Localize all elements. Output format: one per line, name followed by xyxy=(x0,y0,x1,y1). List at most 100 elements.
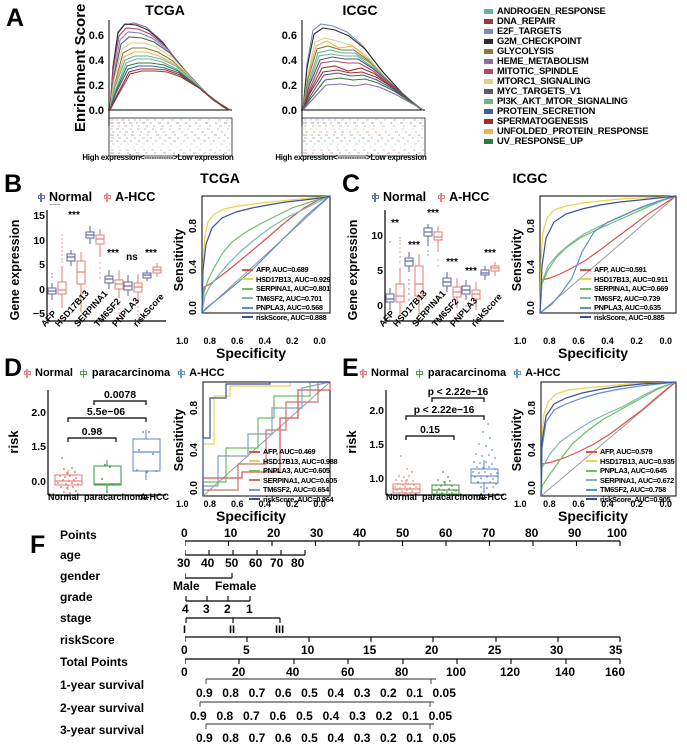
tick-label: 0.7 xyxy=(243,709,260,723)
legend-line-icon xyxy=(242,306,253,309)
svg-text:0.4: 0.4 xyxy=(89,55,105,67)
tick-label: 0.4 xyxy=(327,731,345,745)
legend-line-icon xyxy=(242,268,253,271)
legend-line-icon xyxy=(249,498,260,501)
svg-text:0.4: 0.4 xyxy=(282,55,298,67)
svg-text:2.0: 2.0 xyxy=(31,407,46,419)
legend-label: SERPINA1, AUC=0.605 xyxy=(263,475,337,485)
svg-text:0.0: 0.0 xyxy=(526,301,537,315)
legend-swatch-icon xyxy=(484,28,493,34)
nomo-riskscore-ruler xyxy=(185,636,621,642)
legend-swatch-icon xyxy=(484,48,493,54)
svg-text:***: *** xyxy=(107,248,119,259)
legend-item-para-e: paracarcinoma xyxy=(415,367,506,379)
svg-text:10: 10 xyxy=(371,230,383,242)
tick-label: 60 xyxy=(249,556,263,570)
roc-legend-item: HSD17B13, AUC=0.988 xyxy=(249,457,338,467)
legend-item-normal-e: Normal xyxy=(358,367,409,379)
box-marker-icon xyxy=(36,192,46,202)
nomo-axis-points: 0 10 20 30 40 50 60 70 80 90 100 xyxy=(181,526,627,548)
svg-text:0.2: 0.2 xyxy=(89,80,104,92)
box-marker-icon xyxy=(22,368,32,378)
legend-line-icon xyxy=(242,278,253,281)
svg-text:0.8: 0.8 xyxy=(189,401,200,415)
legend-label: AFP, AUC=0.591 xyxy=(594,265,647,274)
gsea-plot-tcga: 0.6 0.4 0.2 0.0 xyxy=(89,20,233,157)
tick-label: 1 xyxy=(246,602,253,616)
tick-label: 0.9 xyxy=(190,709,207,723)
tick-label: 2 xyxy=(224,602,231,616)
tick-label: II xyxy=(229,624,236,636)
gsea-legend: ANDROGEN_RESPONSE DNA_REPAIR E2F_TARGETS G2… xyxy=(484,6,684,146)
xtick-ahcc: A-HCC xyxy=(140,492,169,502)
legend-label: Normal xyxy=(35,367,73,379)
legend-label: HEME_METABOLISM xyxy=(497,55,589,66)
tick-label: 35 xyxy=(609,643,623,657)
svg-text:−5: −5 xyxy=(33,308,45,320)
roc-legend-item: HSD17B13, AUC=0.911 xyxy=(580,275,668,285)
xtick: 0.8 xyxy=(543,499,556,509)
xtick: 0.0 xyxy=(313,336,326,346)
gsea-plot-icgc: 0.6 0.4 0.2 0.0 xyxy=(282,20,426,157)
legend-label: G2M_CHECKPOINT xyxy=(497,35,582,46)
svg-text:0.8: 0.8 xyxy=(188,219,199,233)
svg-text:Sensitivity: Sensitivity xyxy=(172,229,186,292)
xtick: 0.4 xyxy=(258,499,271,509)
legend-item-ahcc-b: A-HCC xyxy=(102,190,155,204)
legend-label: Normal xyxy=(371,367,409,379)
legend-label: riskScore, AUC=0.905 xyxy=(600,494,671,504)
svg-text:0.6: 0.6 xyxy=(282,30,297,42)
box-marker-icon xyxy=(176,368,186,378)
gsea-legend-item: UV_RESPONSE_UP xyxy=(484,136,684,146)
tick-label: 0.7 xyxy=(248,731,266,745)
tick-label: 0.7 xyxy=(248,686,266,700)
panel-d-roc-xticks: 1.0 0.8 0.6 0.4 0.2 0.0 Specificity xyxy=(176,499,326,524)
svg-text:***: *** xyxy=(87,204,99,206)
legend-label: HSD17B13, AUC=0.935 xyxy=(600,456,675,466)
nomo-axis-age: 30 40 50 60 70 80 xyxy=(177,549,315,570)
gsea-xaxis-note-icgc: High expression<------------>Low express… xyxy=(275,153,427,162)
svg-text:Gene expression: Gene expression xyxy=(346,220,360,321)
legend-line-icon xyxy=(586,460,597,463)
legend-swatch-icon xyxy=(484,108,493,114)
tick-label: 0.4 xyxy=(327,686,345,700)
legend-swatch-icon xyxy=(484,8,493,14)
xtick: 0.4 xyxy=(601,499,614,509)
nomo-totalpoints-ruler xyxy=(185,658,621,664)
panel-letter-b: B xyxy=(4,170,23,198)
svg-text:***: *** xyxy=(145,248,157,259)
box-marker-icon xyxy=(436,192,446,202)
roc-legend-item: TM6SF2, AUC=0.701 xyxy=(242,294,330,304)
panel-e-roc-xticks: 1.0 0.8 0.6 0.4 0.2 0.0 Specificity xyxy=(514,499,672,524)
panel-b-roc-xlabel: Specificity xyxy=(215,345,287,361)
svg-text:Sensitivity: Sensitivity xyxy=(510,229,524,292)
nomo-2year-ruler xyxy=(199,701,434,707)
tick-label: 30 xyxy=(550,643,564,657)
tick-label: I xyxy=(183,624,187,636)
panel-e-roc-legend: AFP, AUC=0.579 HSD17B13, AUC=0.935 PNPLA3,… xyxy=(586,447,675,505)
legend-label: TM6SF2, AUC=0.701 xyxy=(256,293,322,303)
legend-label: HSD17B13, AUC=0.929 xyxy=(256,274,331,284)
svg-text:***: *** xyxy=(446,257,458,268)
svg-text:0.4: 0.4 xyxy=(189,443,200,457)
tick-label: III xyxy=(275,624,285,636)
tick-label: 0 xyxy=(181,665,188,679)
panel-e-box-legend: Normal paracarcinoma A-HCC xyxy=(358,367,561,379)
roc-legend-item: riskScore, AUC=0.905 xyxy=(586,495,674,505)
legend-label: TM6SF2, AUC=0.739 xyxy=(594,293,660,303)
svg-text:0.0: 0.0 xyxy=(31,476,46,488)
nomo-label-2year: 2-year survival xyxy=(60,701,145,715)
nomo-axis-1year: 0.9 0.8 0.7 0.6 0.5 0.4 0.3 0.2 0.1 0.05 xyxy=(196,678,456,700)
nomo-points-ruler xyxy=(185,540,621,546)
xtick: 1.0 xyxy=(176,336,189,346)
gsea-legend-item: PI3K_AKT_MTOR_SIGNALING xyxy=(484,96,684,106)
gsea-legend-item: G2M_CHECKPOINT xyxy=(484,36,684,46)
panel-e-box-xticklabels: Normal paracarcinoma A-HCC xyxy=(344,492,509,506)
tick-label: 80 xyxy=(395,665,409,679)
tick-label: 40 xyxy=(286,665,300,679)
legend-label: PNPLA3, AUC=0.568 xyxy=(256,303,323,312)
gsea-legend-item: HEME_METABOLISM xyxy=(484,56,684,66)
xtick: 0.2 xyxy=(630,336,643,346)
xtick: 0.0 xyxy=(659,499,672,509)
